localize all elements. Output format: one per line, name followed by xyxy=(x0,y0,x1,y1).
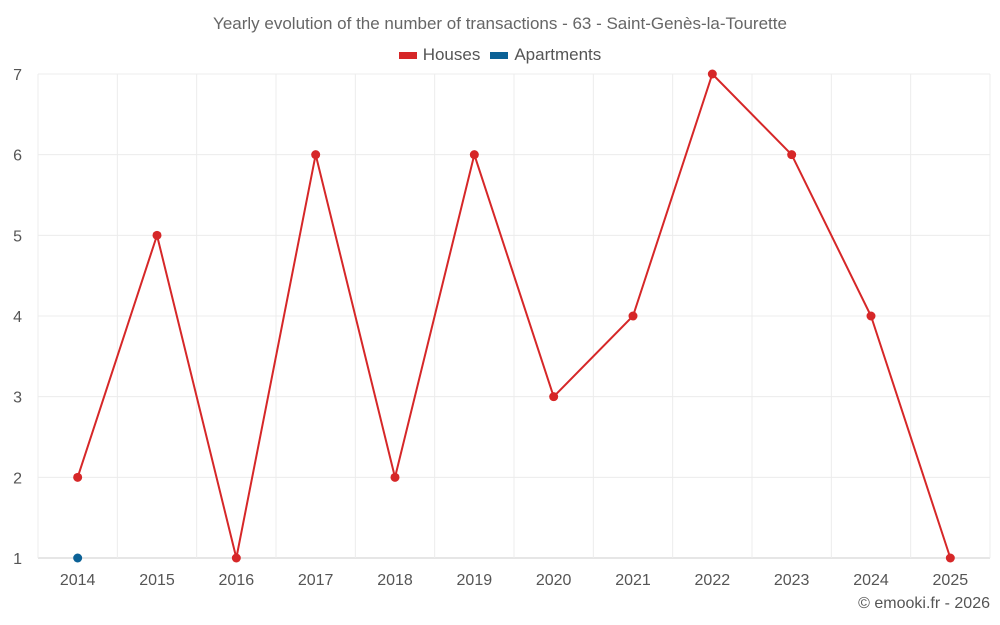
y-tick-label: 2 xyxy=(13,470,22,487)
data-point-houses xyxy=(73,472,83,482)
data-point-houses xyxy=(152,230,162,240)
data-point-houses xyxy=(945,553,955,563)
y-tick-label: 3 xyxy=(13,390,22,407)
x-tick-label: 2020 xyxy=(536,572,572,589)
x-tick-label: 2022 xyxy=(695,572,731,589)
legend-item-houses[interactable]: Houses xyxy=(398,45,481,65)
legend: Houses Apartments xyxy=(0,45,1000,65)
data-point-apartments xyxy=(73,553,83,563)
data-point-houses xyxy=(707,69,717,79)
data-point-houses xyxy=(549,392,559,402)
data-point-houses xyxy=(390,472,400,482)
y-tick-label: 7 xyxy=(13,67,22,84)
x-tick-label: 2016 xyxy=(219,572,255,589)
data-point-houses xyxy=(787,150,797,160)
x-tick-label: 2024 xyxy=(853,572,889,589)
series xyxy=(73,69,955,563)
x-tick-label: 2018 xyxy=(377,572,413,589)
data-point-houses xyxy=(628,311,638,321)
data-point-houses xyxy=(866,311,876,321)
legend-label-houses: Houses xyxy=(422,45,481,64)
data-point-houses xyxy=(231,553,241,563)
series-line-houses xyxy=(76,72,952,559)
legend-swatch-apartments xyxy=(490,51,509,59)
grid xyxy=(37,73,991,559)
x-tick-label: 2015 xyxy=(139,572,175,589)
data-point-houses xyxy=(469,150,479,160)
chart-title: Yearly evolution of the number of transa… xyxy=(213,14,787,33)
data-point-houses xyxy=(311,150,321,160)
legend-item-apartments[interactable]: Apartments xyxy=(490,45,601,65)
axes: 1 2 3 4 5 6 7 2014 2015 2016 2017 2018 2019 2020 2021 2… xyxy=(13,67,968,589)
x-tick-label: 2017 xyxy=(298,572,334,589)
x-tick-label: 2023 xyxy=(774,572,810,589)
y-tick-label: 1 xyxy=(13,551,22,568)
copyright-footer: © emooki.fr - 2026 xyxy=(858,595,990,612)
y-tick-label: 4 xyxy=(13,309,22,326)
legend-swatch-houses xyxy=(398,51,417,59)
y-tick-label: 5 xyxy=(13,228,22,245)
x-tick-label: 2014 xyxy=(60,572,96,589)
legend-label-apartments: Apartments xyxy=(514,45,602,64)
x-tick-label: 2025 xyxy=(933,572,969,589)
x-tick-label: 2019 xyxy=(457,572,493,589)
y-tick-label: 6 xyxy=(13,148,22,165)
x-tick-label: 2021 xyxy=(615,572,651,589)
